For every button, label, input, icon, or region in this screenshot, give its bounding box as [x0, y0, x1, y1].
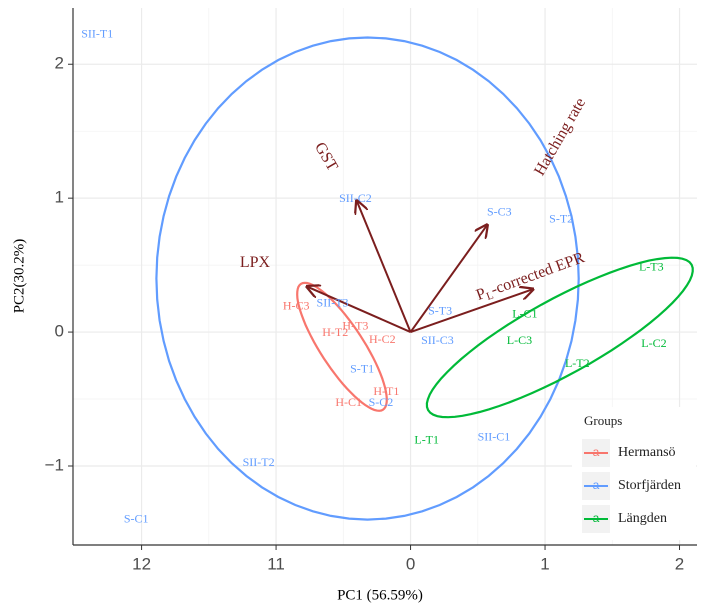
loading-label-text: Hatching rate	[531, 95, 589, 179]
y-tick-label: 1	[55, 188, 64, 207]
legend-label: Hermansö	[618, 445, 676, 460]
y-axis-label: PC2(30.2%)	[11, 239, 27, 314]
point-label: S-T3	[428, 304, 452, 318]
loading-label: PL-corrected EPR	[474, 249, 588, 306]
point-label: H-C1	[335, 395, 362, 409]
legend-key-glyph: a	[593, 478, 600, 492]
x-axis-label: PC1 (56.59%)	[337, 587, 423, 603]
point-label: H-C3	[283, 298, 310, 312]
x-tick-label: 1	[540, 554, 549, 573]
point-label: S-C2	[369, 395, 394, 409]
point-label: L-T3	[639, 260, 664, 274]
point-label: H-T2	[322, 325, 348, 339]
point-label: SII-C3	[421, 333, 454, 347]
x-tick-label: 2	[675, 554, 684, 573]
loading-label: LPX	[240, 254, 271, 271]
y-tick-label: −1	[45, 455, 64, 474]
point-label: H-C2	[369, 332, 396, 346]
group-ellipse	[155, 36, 580, 521]
x-tick-label: 11	[267, 554, 285, 573]
point-label: L-T2	[565, 356, 590, 370]
loading-arrow	[307, 287, 411, 333]
point-label: SII-T1	[81, 27, 113, 41]
point-label: SII-C1	[478, 430, 511, 444]
loading-label: GST	[311, 139, 341, 174]
x-tick-label: 0	[406, 554, 415, 573]
point-label: L-C2	[641, 336, 666, 350]
point-label: SII-T2	[243, 455, 275, 469]
point-label: L-C3	[507, 333, 532, 347]
legend-label: Längden	[618, 511, 667, 526]
y-tick-label: 0	[55, 322, 64, 341]
loading-arrow	[410, 289, 533, 334]
point-label: S-C1	[124, 511, 149, 525]
point-label: H-T1	[373, 384, 399, 398]
point-label: S-T2	[549, 211, 573, 225]
loading-label-sub: L	[485, 289, 496, 303]
point-label: S-T1	[350, 361, 374, 375]
x-tick-label: 12	[132, 554, 151, 573]
loading-arrow	[357, 201, 412, 333]
loading-label: Hatching rate	[531, 95, 589, 179]
y-tick-label: 2	[55, 54, 64, 73]
point-label: SII-C2	[339, 191, 372, 205]
point-label: L-C1	[512, 306, 537, 320]
loading-arrow	[409, 225, 488, 333]
legend-label: Storfjärden	[618, 478, 681, 493]
point-label: S-C3	[487, 205, 512, 219]
loading-label-text: LPX	[240, 254, 271, 271]
group-ellipse	[425, 256, 694, 419]
legend-key-glyph: a	[593, 445, 600, 459]
point-label: H-T3	[342, 318, 368, 332]
point-label: SII-T3	[317, 296, 349, 310]
loading-label-text: GST	[311, 139, 341, 174]
legend-title: Groups	[584, 413, 622, 428]
point-label: L-T1	[414, 432, 439, 446]
loading-label-rest: -corrected EPR	[489, 249, 587, 299]
group-ellipse	[296, 281, 388, 412]
legend-key-glyph: a	[593, 511, 600, 525]
